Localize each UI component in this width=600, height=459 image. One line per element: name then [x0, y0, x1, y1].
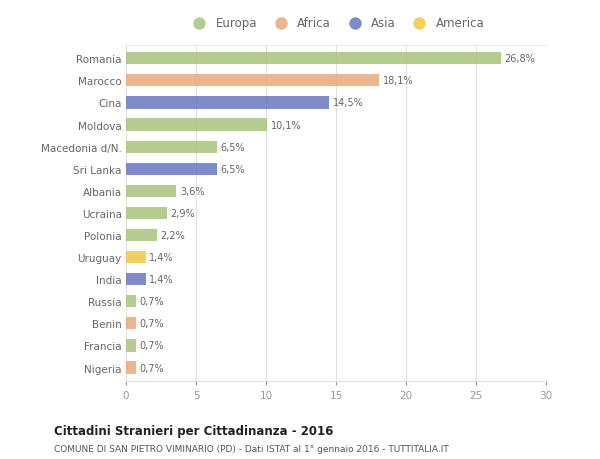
Bar: [126, 163, 217, 175]
Bar: [126, 75, 379, 87]
Text: 0,7%: 0,7%: [139, 363, 164, 373]
Bar: [126, 296, 136, 308]
Text: 2,2%: 2,2%: [160, 230, 185, 241]
Text: 0,7%: 0,7%: [139, 341, 164, 351]
Text: 10,1%: 10,1%: [271, 120, 302, 130]
Bar: [126, 119, 268, 131]
Text: COMUNE DI SAN PIETRO VIMINARIO (PD) - Dati ISTAT al 1° gennaio 2016 - TUTTITALIA: COMUNE DI SAN PIETRO VIMINARIO (PD) - Da…: [54, 444, 449, 453]
Bar: [126, 207, 167, 219]
Bar: [126, 252, 146, 263]
Bar: [126, 362, 136, 374]
Text: 6,5%: 6,5%: [221, 164, 245, 174]
Text: 6,5%: 6,5%: [221, 142, 245, 152]
Bar: [126, 318, 136, 330]
Text: 1,4%: 1,4%: [149, 274, 173, 285]
Bar: [126, 340, 136, 352]
Legend: Europa, Africa, Asia, America: Europa, Africa, Asia, America: [185, 15, 487, 33]
Text: 18,1%: 18,1%: [383, 76, 413, 86]
Text: 14,5%: 14,5%: [332, 98, 363, 108]
Bar: [126, 53, 501, 65]
Text: 1,4%: 1,4%: [149, 252, 173, 263]
Bar: [126, 185, 176, 197]
Text: Cittadini Stranieri per Cittadinanza - 2016: Cittadini Stranieri per Cittadinanza - 2…: [54, 425, 334, 437]
Bar: [126, 97, 329, 109]
Text: 26,8%: 26,8%: [505, 54, 535, 64]
Text: 0,7%: 0,7%: [139, 297, 164, 307]
Bar: [126, 274, 146, 285]
Bar: [126, 141, 217, 153]
Bar: [126, 230, 157, 241]
Text: 0,7%: 0,7%: [139, 319, 164, 329]
Text: 2,9%: 2,9%: [170, 208, 195, 218]
Text: 3,6%: 3,6%: [180, 186, 205, 196]
